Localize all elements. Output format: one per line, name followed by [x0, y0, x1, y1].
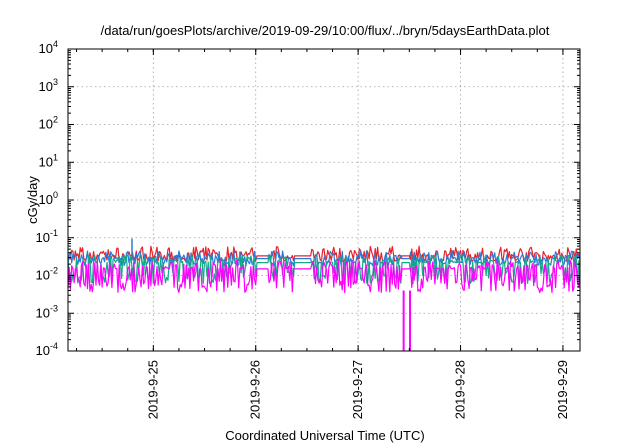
y-tick-base: 10 — [36, 305, 50, 320]
y-tick-exponent: -3 — [50, 303, 58, 313]
x-axis-ticks: 2019-9-25 2019-9-26 2019-9-27 2019-9-28 2019… — [76, 49, 570, 419]
y-tick-base: 10 — [39, 192, 53, 207]
y-tick-exponent: 3 — [53, 77, 58, 87]
y-tick-base: 10 — [36, 268, 50, 283]
x-tick-label: 2019-9-25 — [145, 360, 160, 419]
y-tick-base: 10 — [39, 79, 53, 94]
y-tick-label: 10-2 — [36, 266, 58, 283]
y-tick-label: 10-3 — [36, 303, 58, 320]
x-tick-label: 2019-9-28 — [453, 360, 468, 419]
y-axis-label: cGy/day — [25, 176, 40, 224]
grid-lines — [68, 49, 580, 351]
y-tick-exponent: 0 — [53, 190, 58, 200]
data-series-line — [67, 254, 581, 285]
y-tick-exponent: -2 — [50, 266, 58, 276]
data-series-line — [67, 259, 581, 294]
data-series — [67, 238, 581, 351]
y-tick-label: 101 — [39, 152, 58, 169]
y-tick-base: 10 — [36, 343, 50, 358]
y-tick-base: 10 — [39, 117, 53, 132]
y-tick-label: 10-1 — [36, 228, 58, 245]
data-series-line — [67, 250, 581, 267]
y-tick-exponent: 1 — [53, 152, 58, 162]
chart-title: /data/run/goesPlots/archive/2019-09-29/1… — [101, 23, 550, 38]
y-tick-base: 10 — [39, 154, 53, 169]
y-tick-exponent: -4 — [50, 341, 58, 351]
y-tick-base: 10 — [36, 230, 50, 245]
x-axis-label: Coordinated Universal Time (UTC) — [225, 428, 424, 443]
y-tick-exponent: 2 — [53, 115, 58, 125]
y-tick-label: 10-4 — [36, 341, 58, 358]
y-tick-label: 102 — [39, 115, 58, 132]
y-tick-label: 104 — [39, 39, 58, 56]
y-tick-label: 100 — [39, 190, 58, 207]
y-tick-exponent: -1 — [50, 228, 58, 238]
x-tick-label: 2019-9-29 — [555, 360, 570, 419]
x-tick-label: 2019-9-26 — [248, 360, 263, 419]
y-tick-exponent: 4 — [53, 39, 58, 49]
x-tick-label: 2019-9-27 — [350, 360, 365, 419]
y-tick-base: 10 — [39, 41, 53, 56]
y-tick-label: 103 — [39, 77, 58, 94]
